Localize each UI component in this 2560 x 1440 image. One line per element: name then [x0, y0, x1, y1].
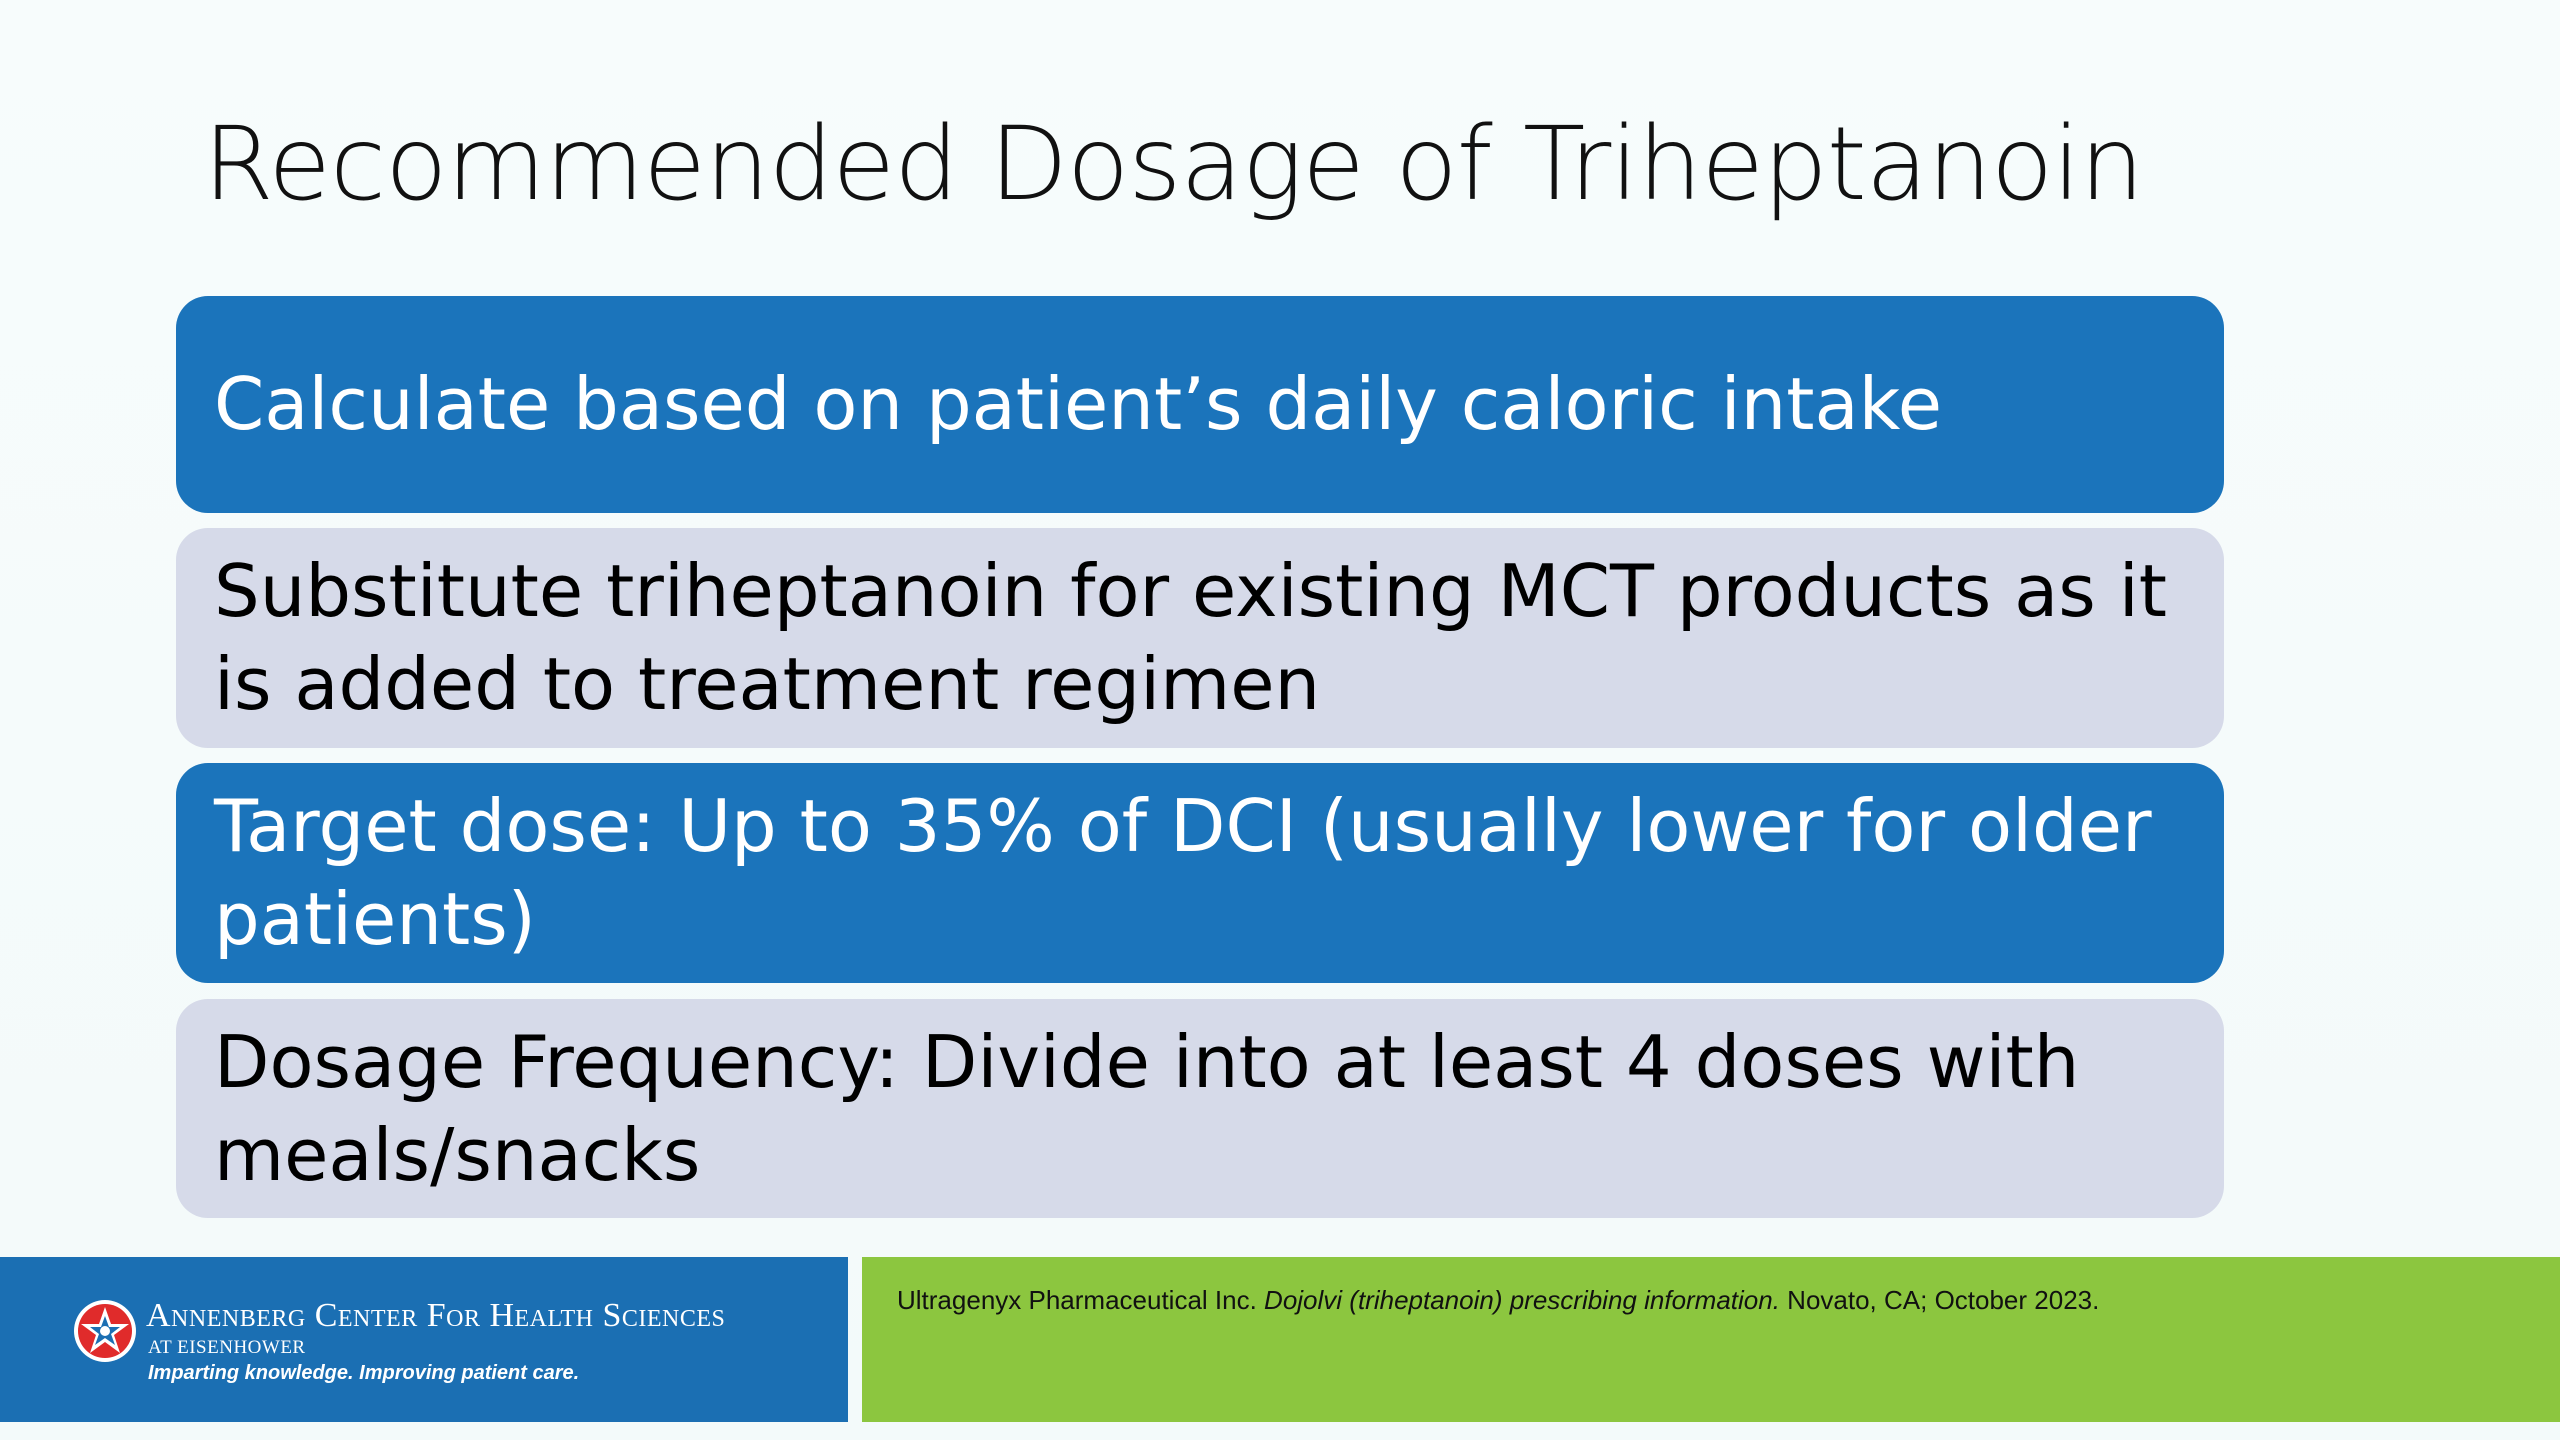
dosage-item-text: Substitute triheptanoin for existing MCT…: [214, 549, 2167, 726]
dosage-item-target-dose: Target dose: Up to 35% of DCI (usually l…: [176, 763, 2224, 983]
logo-subtitle: AT EISENHOWER: [148, 1337, 306, 1358]
dosage-item-text: Dosage Frequency: Divide into at least 4…: [214, 1019, 2080, 1197]
citation-location-date: Novato, CA; October 2023.: [1779, 1285, 2100, 1315]
logo-organization-name: Annenberg Center For Health Sciences: [146, 1297, 726, 1334]
dosage-item-caloric-intake: Calculate based on patient’s daily calor…: [176, 296, 2224, 513]
dosage-item-frequency: Dosage Frequency: Divide into at least 4…: [176, 999, 2224, 1218]
slide-title: Recommended Dosage of Triheptanoin: [203, 105, 2144, 224]
footer-logo-panel: [0, 1257, 848, 1422]
citation-document-title: Dojolvi (triheptanoin) prescribing infor…: [1264, 1285, 1780, 1315]
footer-citation-panel: [862, 1257, 2560, 1422]
star-logo-icon: [74, 1300, 136, 1362]
dosage-item-substitute-mct: Substitute triheptanoin for existing MCT…: [176, 528, 2224, 748]
logo-tagline: Imparting knowledge. Improving patient c…: [148, 1362, 580, 1384]
dosage-item-text: Calculate based on patient’s daily calor…: [214, 362, 1943, 446]
dosage-item-text: Target dose: Up to 35% of DCI (usually l…: [214, 784, 2152, 961]
citation: Ultragenyx Pharmaceutical Inc. Dojolvi (…: [897, 1285, 2099, 1316]
citation-publisher: Ultragenyx Pharmaceutical Inc.: [897, 1285, 1265, 1315]
